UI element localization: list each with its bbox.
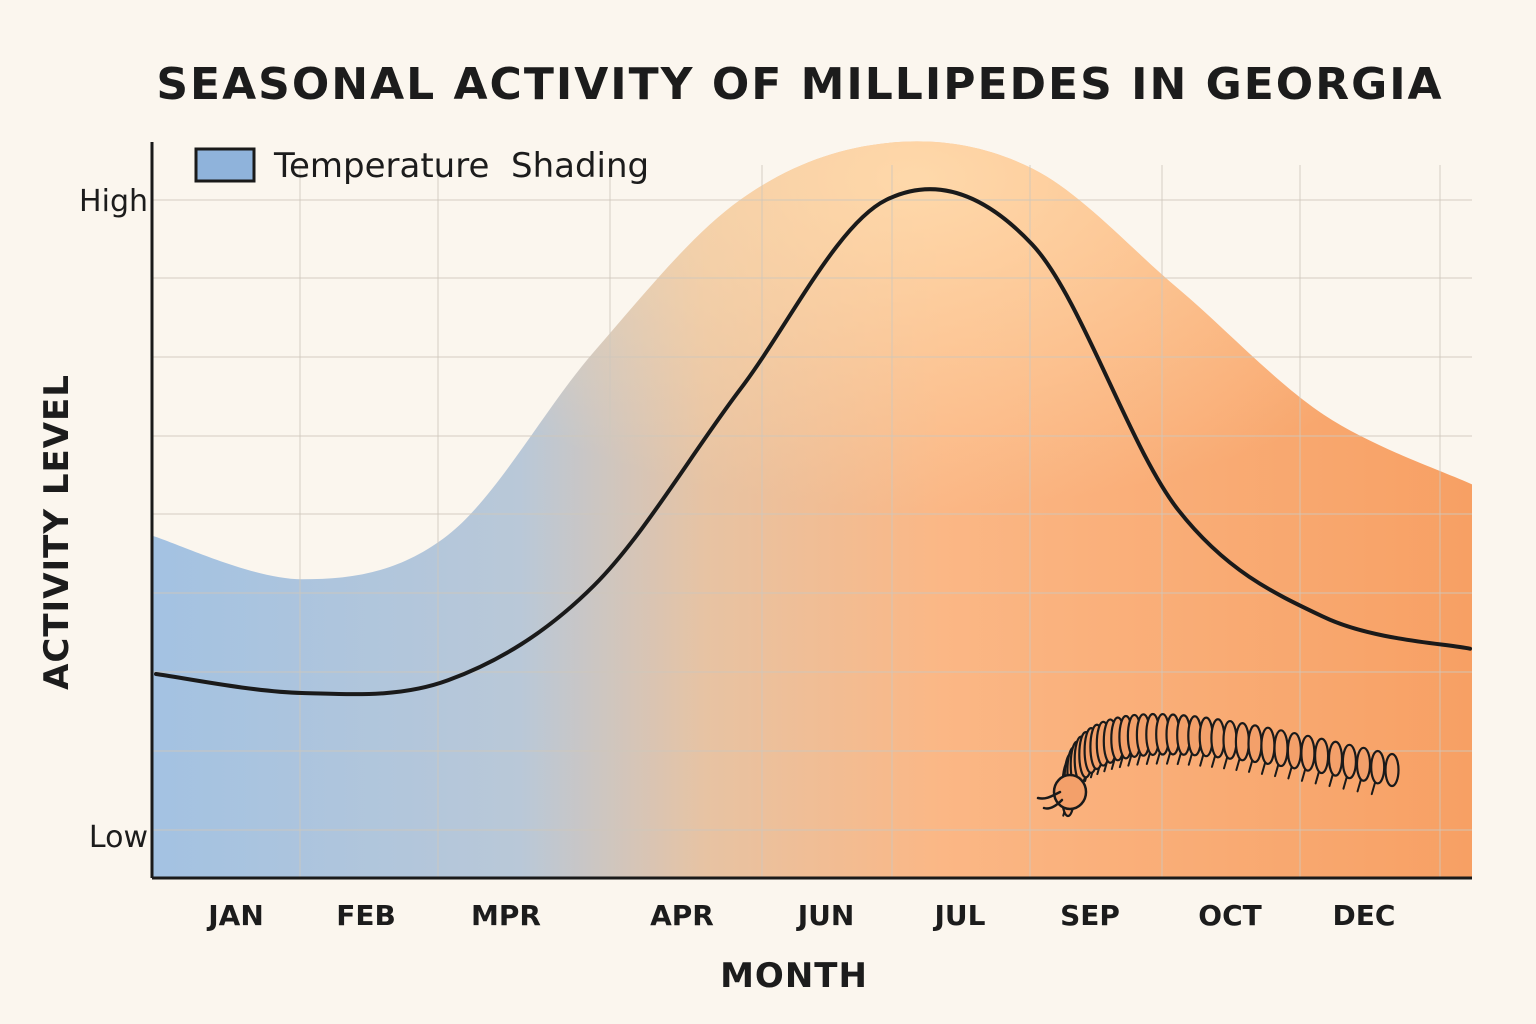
x-tick-label-mpr: MPR	[471, 899, 541, 932]
x-tick-labels: JAN FEB MPR APR JUN JUL SEP OCT DEC	[206, 899, 1395, 932]
x-tick-label-jun: JUN	[796, 899, 855, 932]
millipede-segment	[1222, 719, 1238, 760]
temperature-band-glow	[152, 141, 1472, 878]
x-tick-label-sep: SEP	[1060, 899, 1120, 932]
x-axis-title: MONTH	[720, 956, 868, 996]
millipede-icon	[1036, 712, 1400, 818]
x-tick-label-feb: FEB	[336, 899, 396, 932]
millipede-segment	[1327, 740, 1344, 777]
activity-series-line	[154, 187, 1472, 697]
legend: Temperature Shading	[194, 146, 649, 186]
millipede-segment	[1273, 729, 1289, 768]
x-tick-label-jan: JAN	[206, 899, 264, 932]
millipede-segment	[1384, 752, 1400, 788]
grid	[152, 165, 1472, 878]
millipede-segment	[1313, 737, 1330, 775]
millipede-antenna	[1036, 790, 1062, 800]
x-tick-label-apr: APR	[650, 899, 714, 932]
x-tick-label-jul: JUL	[933, 899, 986, 932]
millipede-segment	[1234, 722, 1251, 762]
x-tick-label-dec: DEC	[1333, 899, 1396, 932]
millipede-segment	[1247, 724, 1263, 764]
millipede-segment	[1300, 734, 1316, 772]
legend-swatch	[194, 147, 256, 183]
chart-title: SEASONAL ACTIVITY OF MILLIPEDES IN GEORG…	[156, 59, 1443, 110]
millipede-antenna	[1042, 798, 1064, 810]
x-tick-label-oct: OCT	[1198, 899, 1261, 932]
millipede-segment	[1341, 743, 1358, 780]
y-tick-label-high: High	[79, 184, 148, 219]
millipede-segment	[1260, 726, 1276, 766]
millipede-segment	[1355, 746, 1372, 782]
y-tick-label-low: Low	[89, 820, 148, 855]
legend-label: Temperature Shading	[273, 146, 649, 186]
y-axis-title: ACTIVITY LEVEL	[37, 374, 77, 690]
millipede-segment	[1370, 749, 1386, 785]
millipede-segment	[1286, 731, 1303, 770]
